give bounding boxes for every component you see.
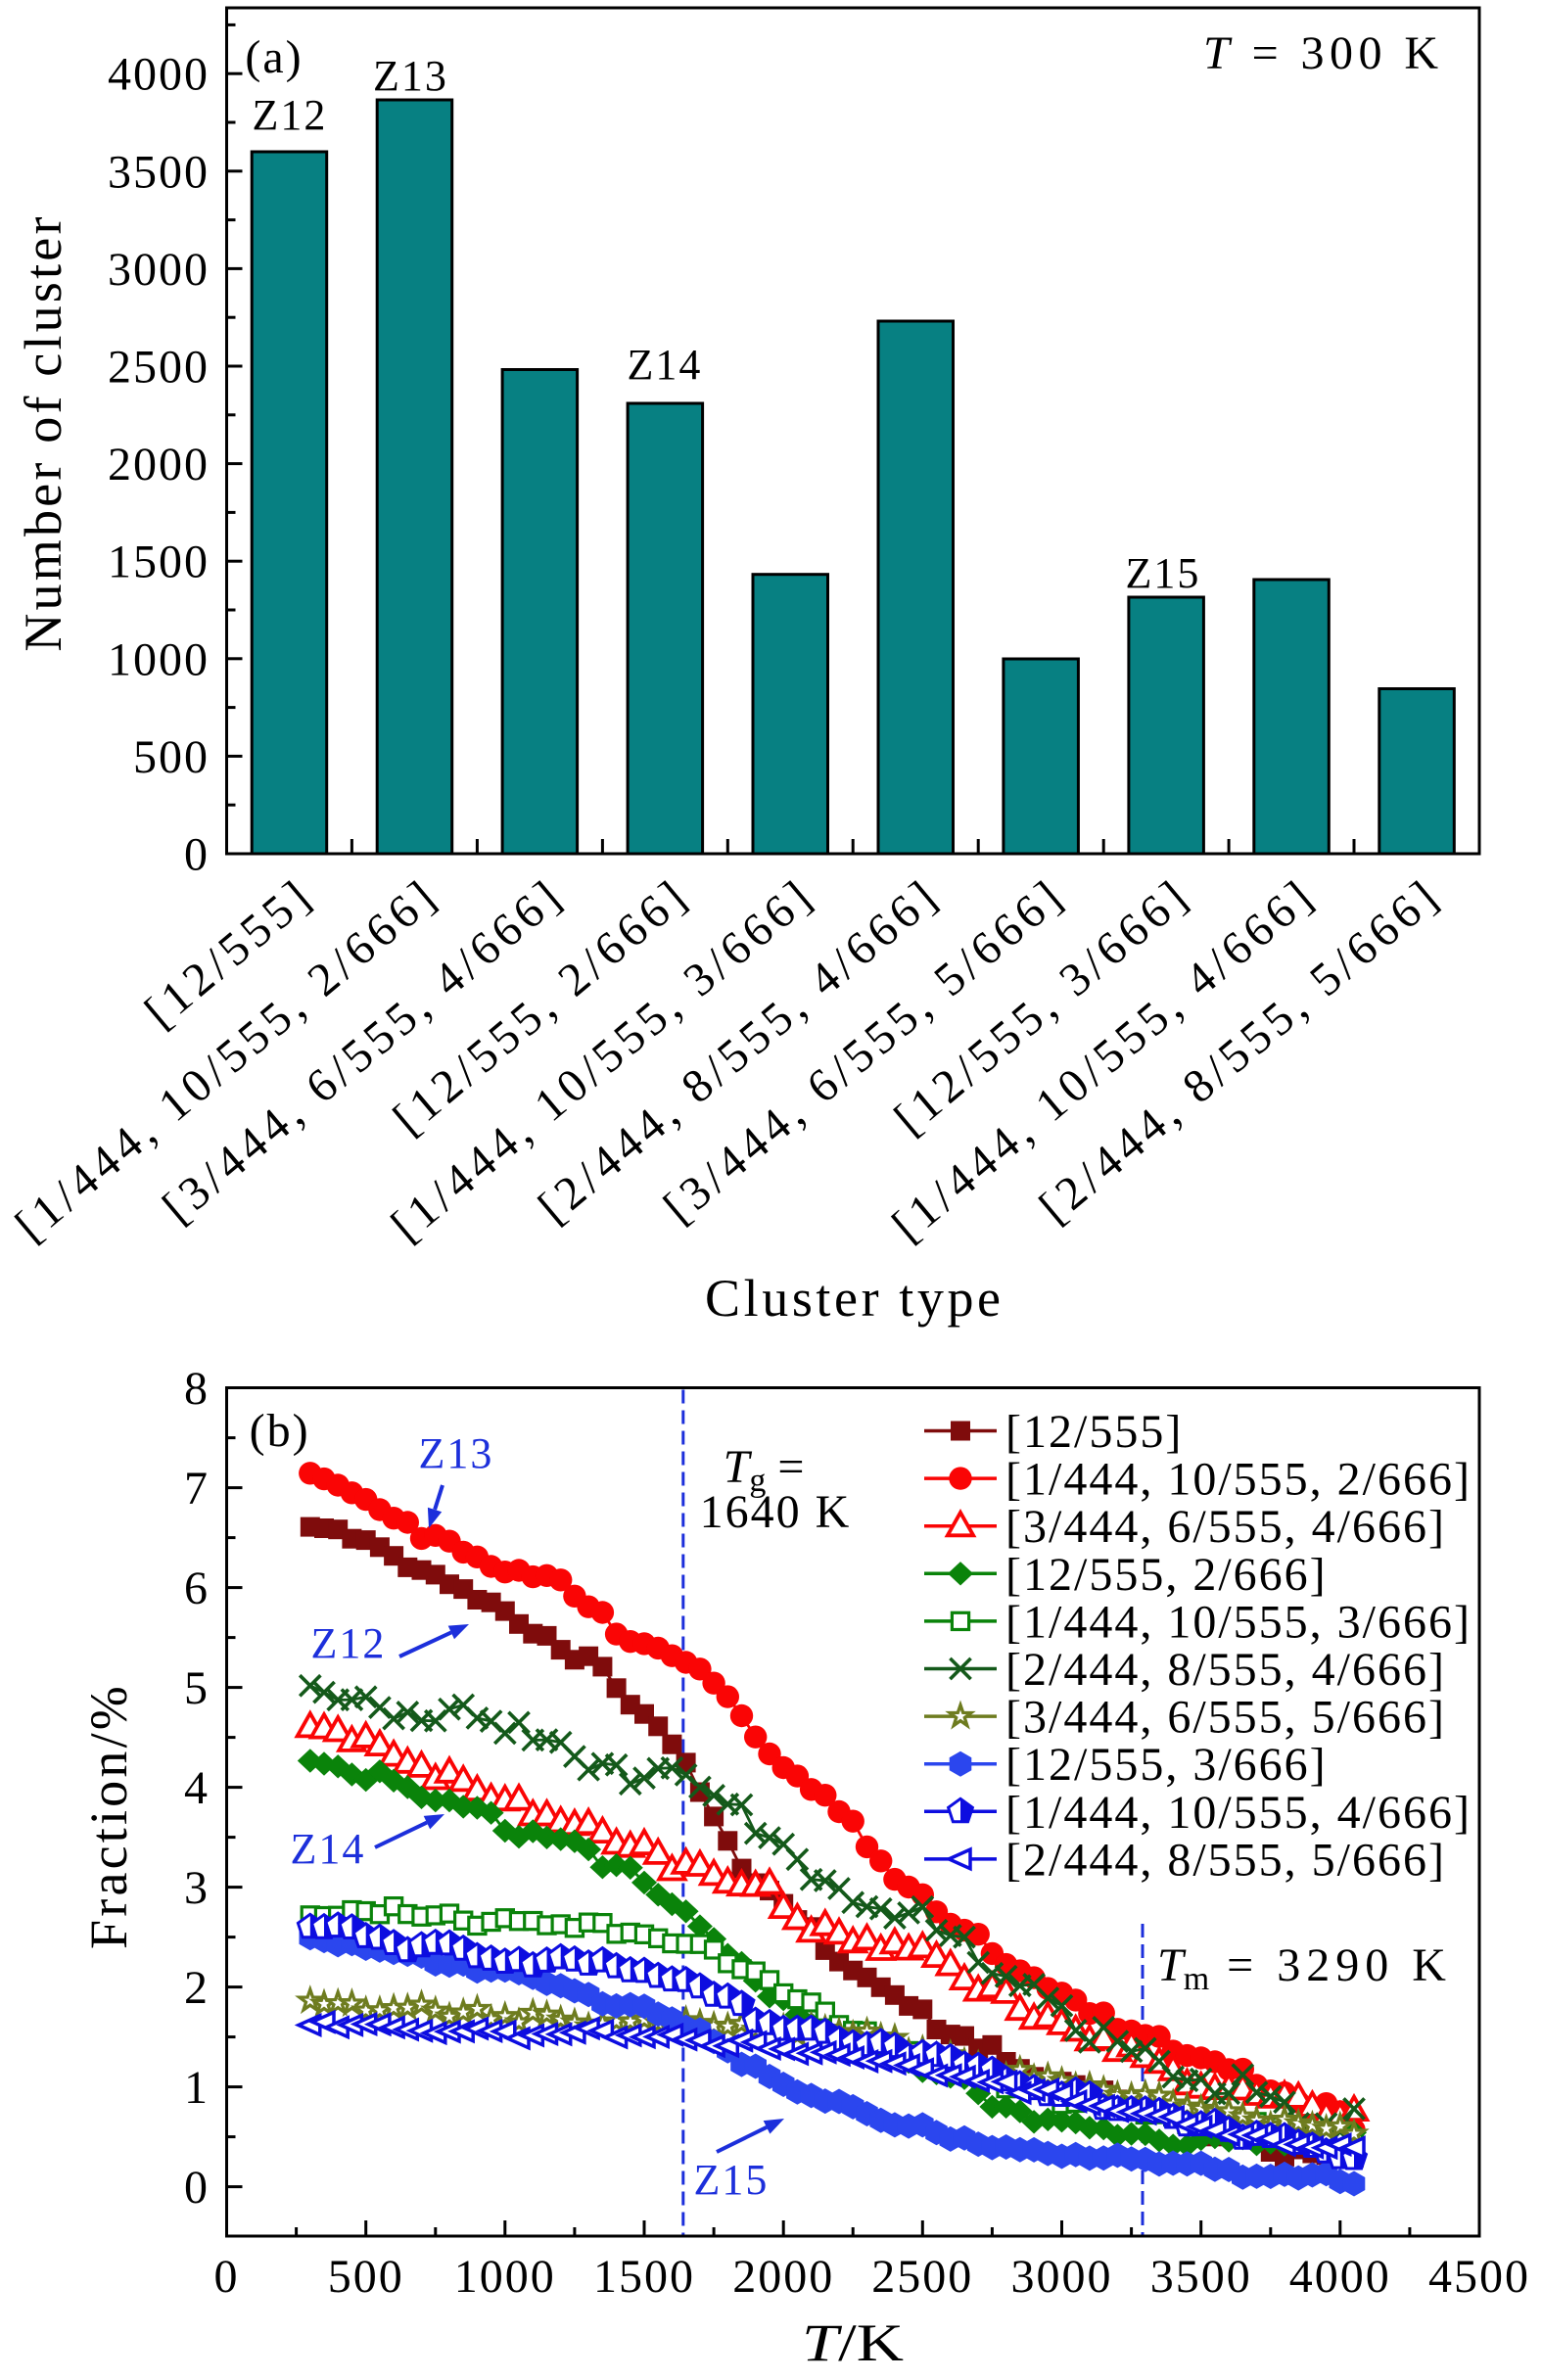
svg-text:[2/444, 8/555, 4/666]: [2/444, 8/555, 4/666]	[1005, 1644, 1446, 1696]
svg-text:3000: 3000	[1011, 2251, 1113, 2303]
svg-text:2000: 2000	[108, 439, 210, 490]
svg-text:T/K: T/K	[802, 2313, 904, 2372]
svg-text:Z13: Z13	[419, 1429, 494, 1477]
svg-text:1640 K: 1640 K	[700, 1486, 852, 1538]
svg-text:[1/444, 10/555, 3/666]: [1/444, 10/555, 3/666]	[1005, 1596, 1472, 1648]
svg-text:1000: 1000	[454, 2251, 556, 2303]
svg-text:Number of cluster: Number of cluster	[14, 213, 72, 651]
svg-text:4: 4	[184, 1762, 210, 1814]
svg-text:[3/444, 6/555, 4/666]: [3/444, 6/555, 4/666]	[1005, 1501, 1446, 1553]
svg-text:500: 500	[328, 2251, 404, 2303]
svg-text:[1/444, 10/555, 4/666]: [1/444, 10/555, 4/666]	[1005, 1787, 1472, 1839]
svg-text:0: 0	[184, 2162, 210, 2214]
svg-text:[12/555, 2/666]: [12/555, 2/666]	[1005, 1549, 1328, 1601]
svg-text:2500: 2500	[871, 2251, 973, 2303]
svg-text:2: 2	[184, 1962, 210, 2014]
svg-text:3500: 3500	[1150, 2251, 1252, 2303]
svg-text:Z12: Z12	[253, 91, 328, 139]
svg-text:1500: 1500	[593, 2251, 695, 2303]
svg-text:0: 0	[214, 2251, 240, 2303]
svg-text:1000: 1000	[108, 633, 210, 685]
svg-text:6: 6	[184, 1563, 210, 1614]
svg-text:[12/555, 3/666]: [12/555, 3/666]	[1005, 1739, 1328, 1791]
svg-text:4000: 4000	[108, 49, 210, 101]
svg-text:(a): (a)	[245, 31, 303, 83]
svg-text:Z14: Z14	[628, 341, 703, 389]
svg-text:1500: 1500	[108, 537, 210, 588]
svg-text:Z14: Z14	[291, 1825, 366, 1873]
svg-text:Z15: Z15	[1126, 549, 1201, 597]
svg-text:Tg =: Tg =	[724, 1441, 805, 1499]
svg-text:(b): (b)	[250, 1405, 310, 1457]
svg-text:[12/555]: [12/555]	[1005, 1406, 1183, 1458]
svg-text:4500: 4500	[1428, 2251, 1530, 2303]
svg-text:Fraction/%: Fraction/%	[79, 1683, 138, 1949]
svg-text:Z13: Z13	[373, 52, 448, 100]
svg-text:Z15: Z15	[694, 2156, 770, 2204]
svg-text:Cluster type: Cluster type	[705, 1269, 1001, 1328]
svg-text:3: 3	[184, 1862, 210, 1914]
svg-text:5: 5	[184, 1662, 210, 1714]
svg-text:2500: 2500	[108, 342, 210, 394]
svg-text:[2/444, 8/555, 5/666]: [2/444, 8/555, 5/666]	[1005, 1834, 1446, 1886]
svg-text:0: 0	[184, 829, 210, 881]
svg-text:3000: 3000	[108, 244, 210, 296]
svg-text:1: 1	[184, 2062, 210, 2114]
svg-text:Tm = 3290 K: Tm = 3290 K	[1157, 1939, 1452, 1997]
svg-text:Z12: Z12	[311, 1619, 387, 1667]
svg-text:4000: 4000	[1289, 2251, 1391, 2303]
svg-text:3500: 3500	[108, 146, 210, 198]
svg-text:2000: 2000	[732, 2251, 834, 2303]
svg-text:500: 500	[133, 731, 210, 783]
svg-text:8: 8	[184, 1363, 210, 1415]
svg-text:[1/444, 10/555, 2/666]: [1/444, 10/555, 2/666]	[1005, 1454, 1472, 1506]
svg-text:[3/444, 6/555, 5/666]: [3/444, 6/555, 5/666]	[1005, 1692, 1446, 1744]
svg-text:7: 7	[184, 1463, 210, 1515]
